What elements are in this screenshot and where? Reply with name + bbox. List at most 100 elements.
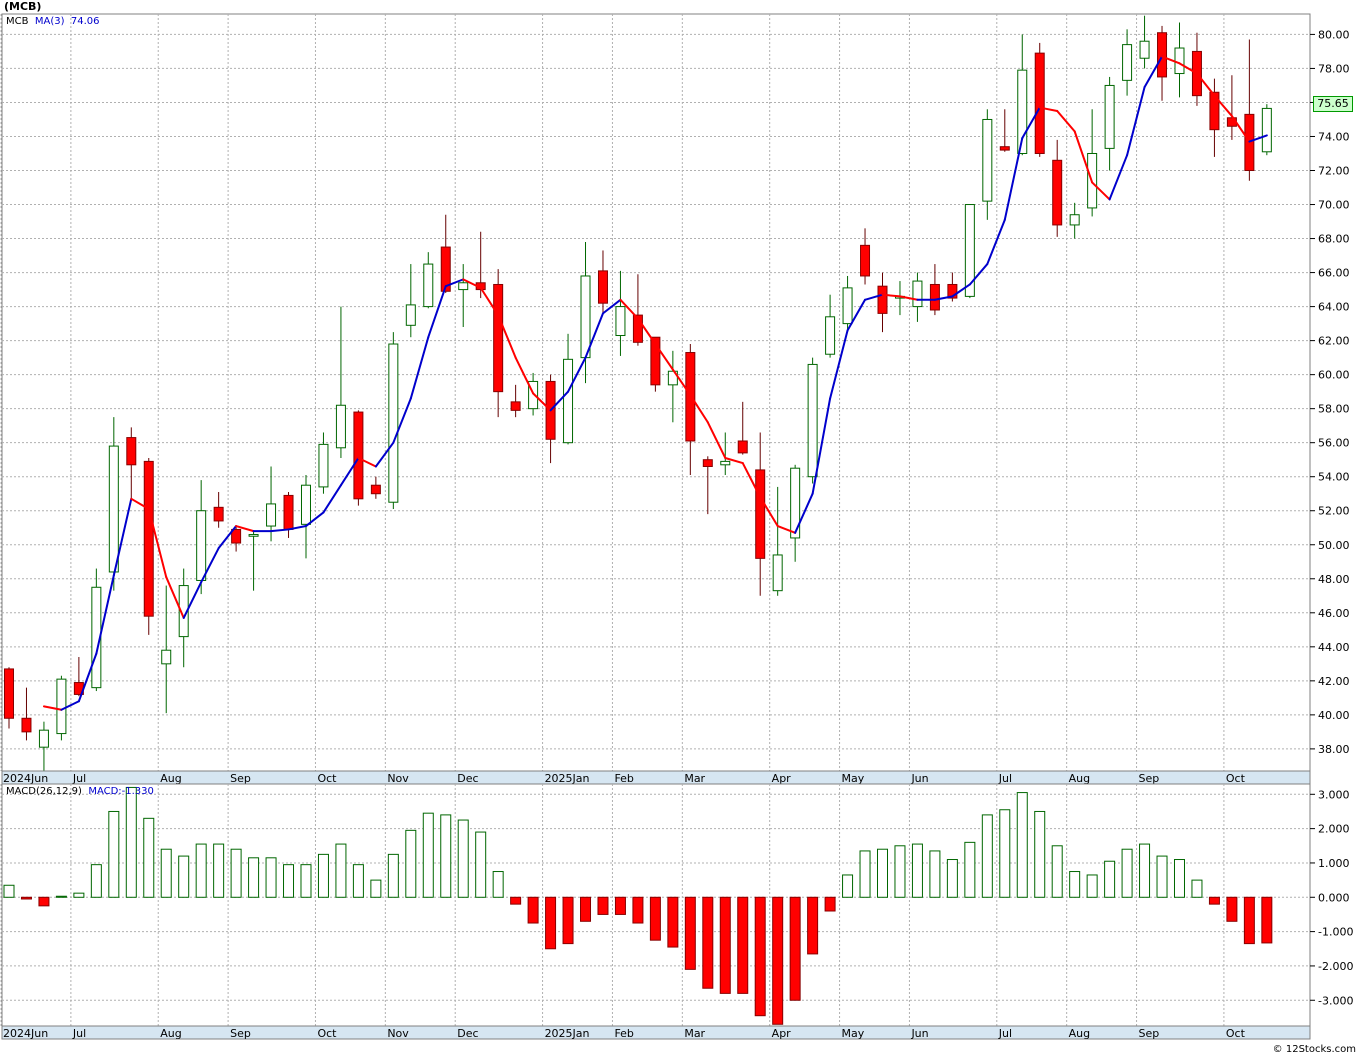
macd-bar-negative	[719, 896, 731, 994]
macd-bar-positive	[1139, 843, 1151, 898]
price-y-tick-label: 80.00	[1318, 28, 1350, 41]
candle-down	[1034, 52, 1045, 154]
ma-segment	[357, 456, 377, 468]
macd-bar-negative	[789, 896, 801, 1001]
last-price-badge: 75.65	[1313, 96, 1353, 112]
ma-segment	[636, 317, 657, 346]
ma-segment	[1056, 109, 1076, 133]
candle-up	[178, 585, 189, 638]
candle-down	[999, 146, 1010, 151]
macd-y-tick-label: 2.000	[1318, 823, 1350, 836]
candle-down	[1052, 159, 1063, 226]
ma-segment	[392, 397, 412, 444]
macd-legend: MACD(26,12,9) MACD:-1.330	[6, 786, 154, 797]
candle-up	[615, 306, 626, 337]
ma-segment	[759, 496, 779, 528]
candle-up	[964, 204, 975, 297]
ma-segment	[339, 456, 360, 487]
ma-segment	[898, 295, 919, 301]
macd-bar-positive	[3, 884, 15, 898]
macd-bar-positive	[475, 831, 487, 898]
ma-segment	[374, 441, 395, 468]
macd-bar-positive	[422, 812, 434, 898]
ma-segment	[532, 392, 552, 412]
macd-bar-negative	[667, 896, 679, 948]
ma-segment	[829, 329, 849, 400]
candle-up	[807, 363, 818, 478]
price-y-tick-label: 66.00	[1318, 267, 1350, 280]
price-y-tick-label: 52.00	[1318, 505, 1350, 518]
macd-bar-positive	[981, 814, 993, 898]
x-tick-label: Nov	[387, 1027, 409, 1040]
price-y-tick-label: 50.00	[1318, 539, 1350, 552]
ma-segment	[724, 456, 744, 465]
x-tick-label: Oct	[317, 1027, 337, 1040]
x-tick-label: Mar	[684, 1027, 705, 1040]
price-y-tick-label: 68.00	[1318, 233, 1350, 246]
macd-bar-negative	[702, 896, 714, 989]
ma-segment	[776, 525, 797, 534]
macd-bar-positive	[283, 864, 295, 898]
x-tick-label: Aug	[160, 1027, 181, 1040]
ma-segment	[1038, 106, 1059, 112]
candle-down	[860, 244, 871, 277]
macd-panel: -3.000 -2.000 -1.000 0.000 1.000 2.000 3.000 2…	[0, 783, 1353, 1040]
ma-segment	[462, 278, 482, 289]
ma-segment	[95, 574, 115, 655]
candle-up	[196, 510, 207, 581]
candle-down	[510, 401, 521, 411]
macd-label: MACD(26,12,9)	[6, 786, 82, 797]
candle-down	[283, 494, 294, 530]
candle-up	[458, 282, 469, 291]
candle-up	[563, 358, 574, 444]
ma-segment	[951, 283, 971, 298]
macd-bar-positive	[317, 853, 329, 898]
macd-bar-negative	[562, 896, 574, 945]
x-tick-label: Jul	[998, 772, 1012, 785]
macd-bar-negative	[1243, 896, 1255, 945]
ma-segment	[619, 298, 639, 320]
ma-segment	[811, 397, 832, 495]
ma-segment	[584, 312, 604, 359]
macd-bar-positive	[859, 850, 871, 898]
candle-down	[353, 411, 364, 500]
ma-segment	[200, 547, 220, 584]
ma-segment	[1073, 130, 1094, 184]
macd-bar-positive	[492, 871, 504, 898]
legend-symbol: MCB	[6, 16, 29, 27]
candle-down	[4, 668, 14, 719]
legend-ma-label: MA(3)	[34, 16, 65, 27]
ma-segment	[1213, 94, 1233, 118]
x-tick-label: Apr	[772, 1027, 792, 1040]
x-tick-label: Sep	[230, 772, 251, 785]
ma-segment	[182, 581, 203, 619]
macd-bar-positive	[877, 848, 888, 898]
ma-segment	[304, 511, 325, 528]
macd-bar-negative	[824, 896, 836, 912]
ma-segment	[287, 525, 307, 531]
ma-segment	[654, 343, 674, 371]
macd-bar-positive	[999, 809, 1011, 898]
macd-bar-positive	[1173, 859, 1185, 898]
macd-bar-positive	[1121, 848, 1133, 898]
x-tick-label: Feb	[614, 1027, 633, 1040]
price-y-tick-label: 46.00	[1318, 607, 1350, 620]
ma-segment	[217, 525, 238, 550]
candle-up	[56, 678, 67, 735]
price-y-tick-label: 64.00	[1318, 301, 1350, 314]
price-y-tick-label: 44.00	[1318, 641, 1350, 654]
ma-segment	[147, 508, 168, 579]
macd-bar-positive	[911, 843, 923, 898]
macd-bar-negative	[807, 896, 819, 955]
price-y-tick-label: 56.00	[1318, 437, 1350, 450]
x-tick-label: Sep	[230, 1027, 251, 1040]
candle-down	[702, 459, 713, 467]
macd-bar-positive	[178, 855, 190, 898]
x-tick-label: Oct	[1226, 1027, 1246, 1040]
ma-segment	[130, 497, 150, 511]
price-panel: 38.00 40.00 42.00 44.00 46.00 48.00 50.00 52.00…	[0, 13, 1350, 785]
candle-down	[213, 506, 224, 522]
macd-bar-negative	[649, 896, 661, 941]
x-tick-label: Jul	[72, 772, 86, 785]
candle-up	[248, 534, 259, 537]
